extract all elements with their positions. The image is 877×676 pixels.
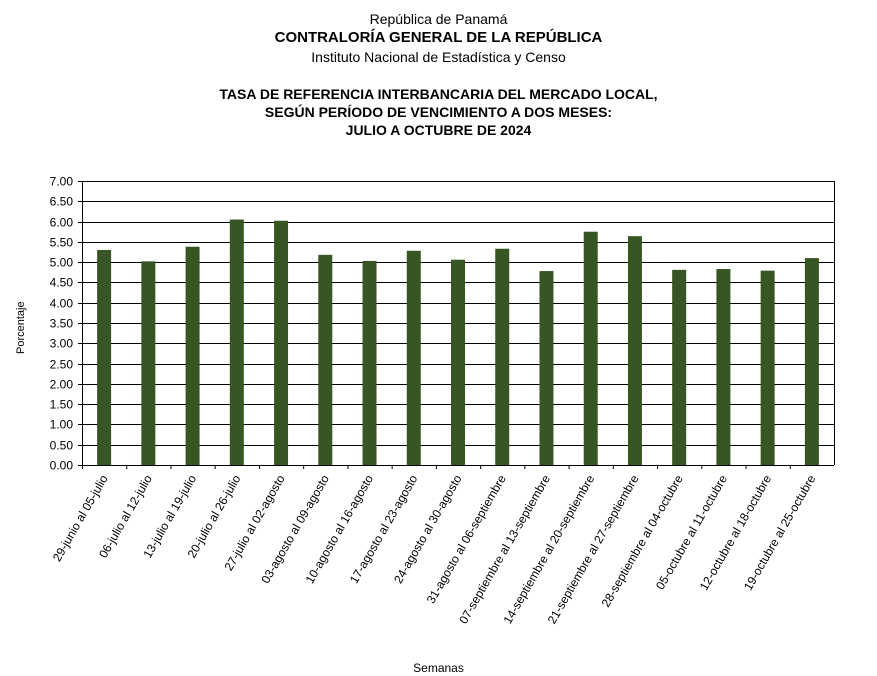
y-tick-label: 0.00: [50, 459, 74, 473]
y-tick-label: 4.00: [50, 297, 74, 311]
bar: [362, 260, 377, 465]
bar: [451, 259, 465, 465]
bar: [583, 231, 598, 465]
y-tick-label: 2.50: [50, 358, 74, 372]
bar: [274, 220, 289, 465]
header-institution: CONTRALORÍA GENERAL DE LA REPÚBLICA: [274, 29, 603, 46]
y-tick-label: 5.50: [50, 236, 74, 250]
x-tick-label: 21-septiembre al 27-septiembre: [545, 472, 642, 626]
y-tick-label: 3.00: [50, 337, 74, 351]
x-axis-label: Semanas: [413, 661, 464, 675]
x-tick-label: 14-septiembre al 20-septiembre: [500, 472, 597, 626]
y-tick-label: 2.00: [50, 378, 74, 392]
bar: [185, 246, 200, 465]
header-institute: Instituto Nacional de Estadística y Cens…: [311, 49, 566, 65]
bar: [804, 258, 819, 465]
header-country: República de Panamá: [369, 11, 508, 27]
y-axis-label: Porcentaje: [15, 301, 27, 354]
y-tick-label: 1.00: [50, 418, 74, 432]
y-tick-label: 5.00: [50, 256, 74, 270]
bar: [495, 248, 510, 465]
y-tick-label: 6.50: [50, 195, 74, 209]
bar: [318, 254, 333, 465]
x-tick-label: 07-septiembre al 13-septiembre: [456, 472, 553, 626]
y-tick-label: 6.00: [50, 216, 74, 230]
y-tick-label: 3.50: [50, 317, 74, 331]
chart-title-line-3: JULIO A OCTUBRE DE 2024: [345, 122, 532, 138]
bar: [97, 249, 112, 465]
y-tick-label: 1.50: [50, 398, 74, 412]
x-tick-label: 28-septiembre al 04-octubre: [599, 472, 686, 609]
chart-title-line-2: SEGÚN PERÍODO DE VENCIMIENTO A DOS MESES…: [264, 104, 613, 120]
bar: [141, 261, 156, 465]
bar: [760, 270, 775, 465]
y-tick-label: 4.50: [50, 276, 74, 290]
x-tick-label: 31-agosto al 06-septiembre: [424, 472, 509, 606]
bar: [229, 219, 244, 465]
bar: [539, 271, 554, 465]
y-tick-label: 0.50: [50, 439, 74, 453]
bar: [716, 269, 731, 465]
bar: [672, 269, 687, 465]
chart-title-line-1: TASA DE REFERENCIA INTERBANCARIA DEL MER…: [219, 86, 658, 102]
y-tick-label: 7.00: [50, 175, 74, 189]
bar: [406, 250, 421, 465]
bar: [627, 236, 642, 465]
